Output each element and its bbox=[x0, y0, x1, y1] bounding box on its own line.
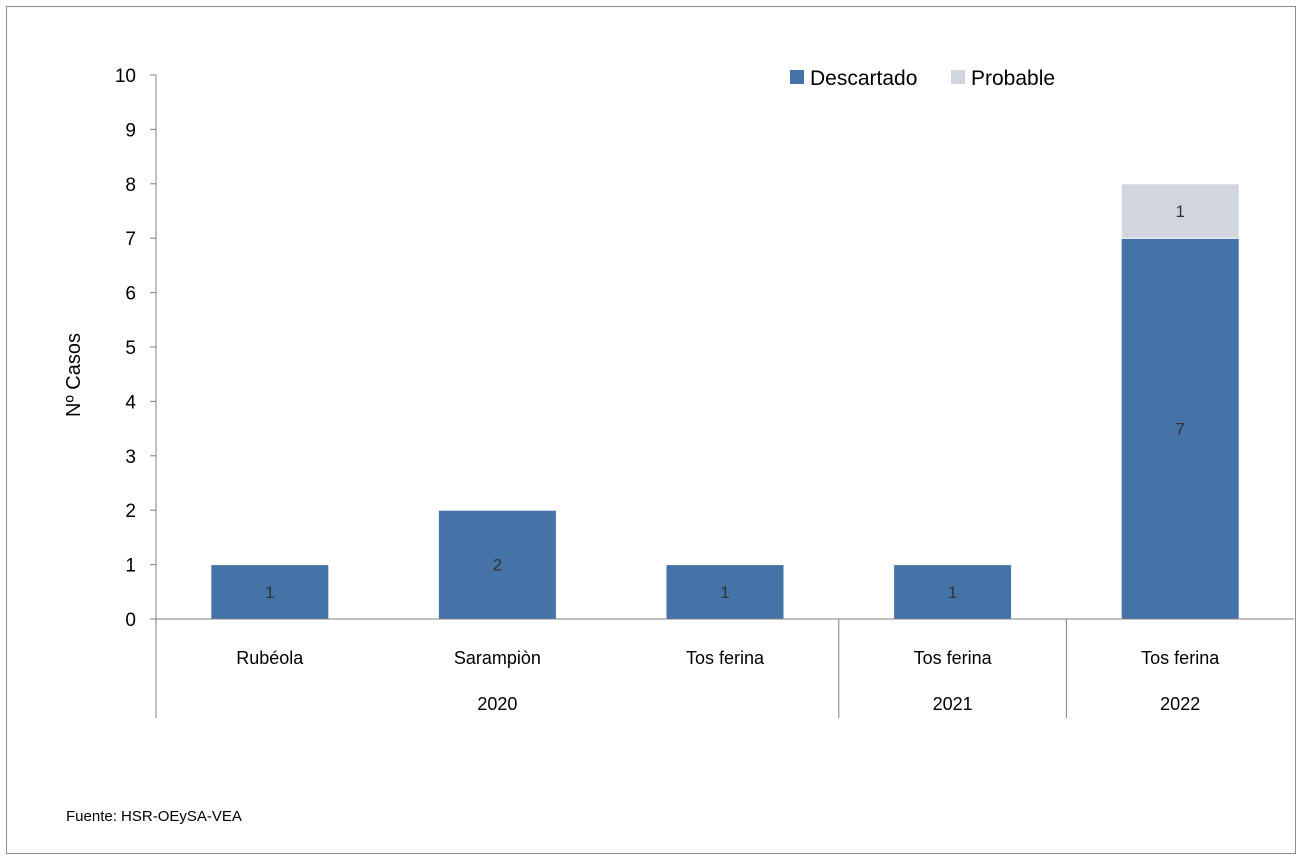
bars: 1 2 1 1 7 1 bbox=[210, 183, 1240, 620]
y-tick-label: 8 bbox=[125, 175, 136, 196]
y-tick-label: 0 bbox=[125, 610, 136, 631]
legend-label-probable: Probable bbox=[971, 67, 1055, 90]
x-group-label: 2022 bbox=[1160, 694, 1200, 714]
data-label: 1 bbox=[720, 583, 729, 602]
x-category-label: Sarampiòn bbox=[454, 648, 541, 668]
chart-frame bbox=[6, 6, 1296, 854]
x-category-label: Tos ferina bbox=[1141, 648, 1220, 668]
data-label: 1 bbox=[1175, 202, 1184, 221]
x-axis: Rubéola Sarampiòn Tos ferina Tos ferina Tos … bbox=[156, 618, 1294, 718]
legend-swatch-descartado bbox=[790, 70, 804, 84]
y-tick-label: 1 bbox=[125, 556, 136, 577]
y-axis-title: Nº Casos bbox=[63, 333, 85, 417]
y-tick-label: 3 bbox=[125, 447, 136, 468]
data-label: 2 bbox=[493, 556, 502, 575]
y-tick-label: 4 bbox=[125, 392, 136, 413]
bar-descartado bbox=[1120, 237, 1240, 620]
data-label: 1 bbox=[948, 583, 957, 602]
x-group-label: 2021 bbox=[933, 694, 973, 714]
y-tick-label: 9 bbox=[125, 120, 136, 141]
data-label: 1 bbox=[265, 583, 274, 602]
x-category-label: Rubéola bbox=[236, 648, 304, 668]
source-note: Fuente: HSR-OEySA-VEA bbox=[66, 808, 242, 825]
data-label: 7 bbox=[1175, 420, 1184, 439]
bar-probable bbox=[1120, 183, 1240, 239]
legend-swatch-probable bbox=[951, 70, 965, 84]
y-axis: 0 1 2 3 4 5 6 7 8 9 10 bbox=[115, 66, 157, 718]
x-category-label: Tos ferina bbox=[914, 648, 993, 668]
y-tick-label: 2 bbox=[125, 501, 136, 522]
x-group-label: 2020 bbox=[477, 694, 517, 714]
legend: Descartado Probable bbox=[790, 67, 1055, 90]
y-tick-label: 6 bbox=[125, 284, 136, 305]
y-tick-label: 5 bbox=[125, 338, 136, 359]
y-tick-label: 7 bbox=[125, 229, 136, 250]
x-category-label: Tos ferina bbox=[686, 648, 765, 668]
legend-label-descartado: Descartado bbox=[810, 67, 917, 90]
y-tick-label: 10 bbox=[115, 66, 136, 87]
